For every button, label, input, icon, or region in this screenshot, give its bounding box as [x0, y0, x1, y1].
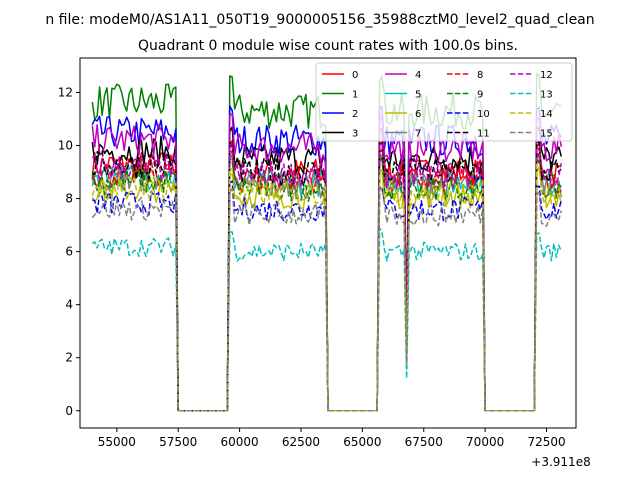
x-tick-label: 67500 [405, 435, 443, 449]
series-line-15 [91, 187, 563, 412]
legend-label-4: 4 [415, 70, 421, 81]
legend-label-1: 1 [352, 90, 358, 101]
legend-label-14: 14 [540, 109, 553, 120]
legend-label-0: 0 [352, 70, 358, 81]
chart-title: Quadrant 0 module wise count rates with … [138, 38, 518, 54]
y-tick-label: 4 [65, 298, 73, 312]
x-axis: 55000 57500 60000 62500 65000 67500 70000 72500 [98, 428, 566, 449]
legend-label-5: 5 [415, 90, 421, 101]
y-tick-label: 0 [65, 404, 73, 418]
x-tick-label: 55000 [98, 435, 136, 449]
y-tick-label: 10 [58, 139, 73, 153]
y-tick-label: 12 [58, 85, 73, 99]
legend-label-13: 13 [540, 90, 553, 101]
y-tick-label: 2 [65, 351, 73, 365]
legend-frame [315, 62, 573, 142]
x-tick-label: 65000 [343, 435, 381, 449]
y-tick-label: 6 [65, 245, 73, 259]
x-tick-label: 70000 [466, 435, 504, 449]
x-tick-label: 57500 [159, 435, 197, 449]
legend-label-8: 8 [477, 70, 483, 81]
legend-label-3: 3 [352, 129, 358, 140]
legend-label-2: 2 [352, 109, 358, 120]
y-tick-label: 8 [65, 192, 73, 206]
series-line-14 [91, 163, 563, 412]
x-tick-label: 62500 [282, 435, 320, 449]
series-layer [91, 72, 563, 412]
x-tick-label: 72500 [527, 435, 565, 449]
plot-frame [79, 57, 577, 429]
legend-label-12: 12 [540, 70, 553, 81]
legend-label-7: 7 [415, 129, 421, 140]
legend-label-6: 6 [415, 109, 421, 120]
legend-label-9: 9 [477, 90, 483, 101]
legend-label-11: 11 [477, 129, 490, 140]
figure-suptitle: n file: modeM0/AS1A11_050T19_9000005156_… [45, 12, 594, 28]
legend-label-15: 15 [540, 129, 553, 140]
legend-label-10: 10 [477, 109, 490, 120]
x-offset-label: +3.911e8 [531, 455, 590, 469]
x-tick-label: 60000 [221, 435, 259, 449]
y-axis: 0 2 4 6 8 10 12 [58, 85, 80, 418]
